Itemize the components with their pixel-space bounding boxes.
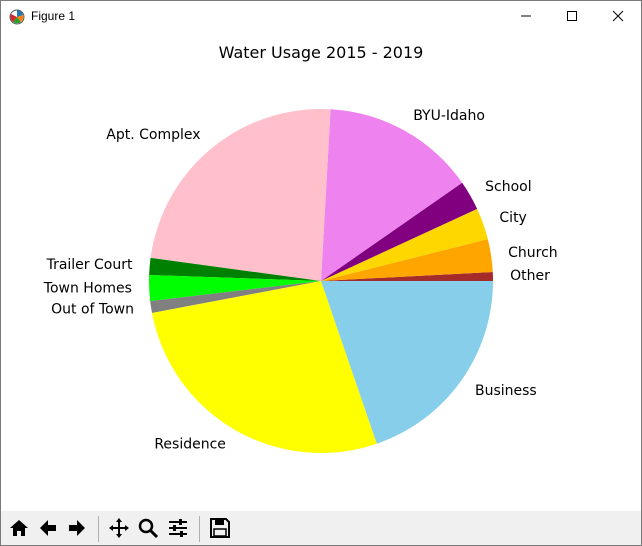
slice-label: School [485,179,531,195]
slice-label: BYU-Idaho [413,108,485,124]
zoom-button[interactable] [135,515,161,541]
slice-label: City [499,210,526,226]
back-button[interactable] [35,515,61,541]
maximize-button[interactable] [549,1,595,31]
title-bar[interactable]: Figure 1 [1,1,641,31]
move-icon [109,518,129,538]
navigation-toolbar [1,511,641,545]
pie-chart: Other Church City School BYU-Idaho Apt. Compl… [43,108,558,453]
close-button[interactable] [595,1,641,31]
chart-title: Water Usage 2015 - 2019 [218,43,424,62]
minimize-button[interactable] [503,1,549,31]
pie-slice-other [321,271,493,281]
magnifier-icon [138,518,159,539]
sliders-icon [169,519,187,537]
pan-button[interactable] [106,515,132,541]
slice-label: Out of Town [51,302,134,318]
slice-label: Apt. Complex [106,127,200,143]
save-button[interactable] [207,515,233,541]
arrow-right-icon [69,520,85,536]
home-icon [10,520,28,536]
pie-slice-business [321,281,493,444]
pie-slice-church [321,239,493,281]
pie-slice-out-of-town [150,281,321,314]
pie-slice-byu-idaho [321,109,463,282]
configure-subplots-button[interactable] [165,515,191,541]
maximize-icon [567,11,577,21]
pie-slice-residence [152,281,377,453]
slice-label: Business [475,383,537,399]
close-icon [612,10,624,22]
toolbar-separator [98,516,99,542]
pie-slice-trailer-court [149,257,321,281]
slice-label: Church [508,245,558,261]
pie-slice-town-homes [149,274,321,302]
forward-button[interactable] [64,515,90,541]
floppy-disk-icon [210,518,230,538]
home-button[interactable] [6,515,32,541]
matplotlib-icon [9,9,25,25]
pie-slice-apt-complex [150,109,331,281]
toolbar-separator [199,516,200,542]
pie-slice-city [321,208,488,281]
arrow-left-icon [40,520,56,536]
minimize-icon [521,15,531,17]
slice-label: Residence [154,437,226,453]
slice-label: Town Homes [43,281,132,297]
slice-label: Other [510,268,550,284]
pie-slice-school [321,182,478,281]
slice-label: Trailer Court [46,257,133,273]
window-title: Figure 1 [31,9,76,23]
